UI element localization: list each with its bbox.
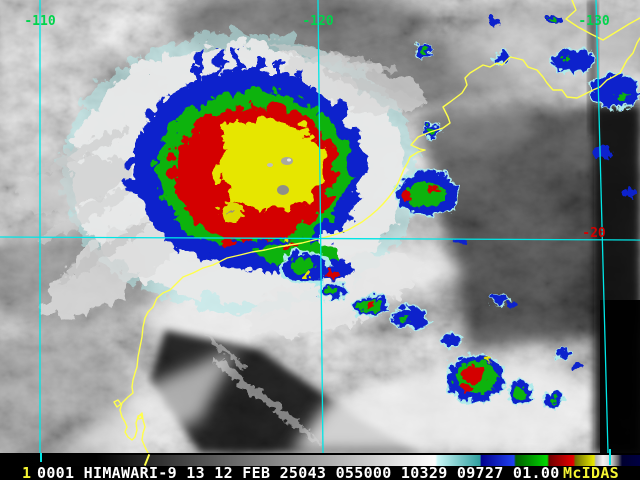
convective-cell xyxy=(386,303,428,327)
convective-cell xyxy=(620,185,634,195)
convective-cell xyxy=(488,290,514,305)
convective-cell xyxy=(276,247,328,283)
cyclone-yellow-core xyxy=(213,114,321,208)
image-info-text: 0001 HIMAWARI-9 13 12 FEB 25043 055000 1… xyxy=(37,464,560,480)
convective-cell xyxy=(443,350,503,400)
frame-number: 1 xyxy=(22,464,32,480)
gridline-tick-130 xyxy=(609,449,611,465)
meridian-line-130 xyxy=(595,0,609,453)
coastline-island xyxy=(137,414,143,420)
status-bar: 1 0001 HIMAWARI-9 13 12 FEB 25043 055000… xyxy=(0,449,640,480)
convective-cell xyxy=(504,374,530,404)
convective-cell xyxy=(349,291,385,315)
convective-cell xyxy=(547,45,593,71)
image-seam xyxy=(589,0,597,135)
overshoot-gray-specks xyxy=(267,157,293,195)
convective-cell xyxy=(438,329,460,345)
convective-cell xyxy=(587,69,637,107)
colorbar xyxy=(0,455,640,466)
convective-cell xyxy=(551,345,579,366)
convective-cell xyxy=(544,11,558,21)
mcidas-brand-label: McIDAS xyxy=(563,464,619,480)
coastline-kimberley-north xyxy=(565,0,640,41)
convective-cell xyxy=(418,120,438,136)
convective-cell xyxy=(411,41,429,55)
spiral-band-streaks xyxy=(25,40,423,282)
latlon-gridlines xyxy=(0,0,640,453)
convective-cell xyxy=(538,389,562,405)
convective-cells xyxy=(276,11,637,405)
coastline-mainland xyxy=(119,37,640,453)
meridian-label-110: -110 xyxy=(24,14,55,29)
meridian-label-120: -120 xyxy=(302,14,333,29)
coastline-overlay xyxy=(113,0,640,453)
convective-cell xyxy=(322,265,338,277)
satellite-image-display[interactable]: -110 -120 -130 -20 xyxy=(0,0,640,453)
meridian-label-130: -130 xyxy=(578,14,609,29)
parallel-label-20: -20 xyxy=(582,226,606,241)
cyclone-secondary-yellow-spot xyxy=(218,199,240,219)
convective-cell xyxy=(484,14,496,22)
coastline-island xyxy=(113,399,122,408)
convective-cell xyxy=(452,234,464,242)
convective-cell xyxy=(392,167,458,213)
gridline-tick-110 xyxy=(40,453,42,462)
parallel-line-20 xyxy=(0,236,640,241)
meridian-line-120 xyxy=(317,0,324,453)
convective-cell xyxy=(316,278,344,298)
convective-cell xyxy=(490,49,508,61)
